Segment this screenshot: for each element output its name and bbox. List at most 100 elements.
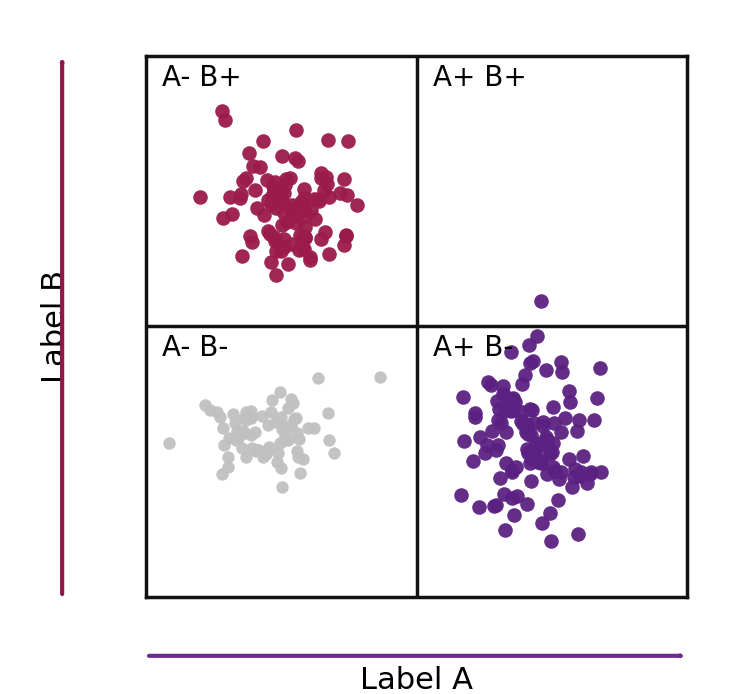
Point <box>275 411 287 422</box>
Point <box>499 525 510 536</box>
Point <box>584 468 596 480</box>
Point <box>545 536 557 547</box>
Point <box>268 181 279 192</box>
Point <box>526 404 537 415</box>
Point <box>493 404 505 415</box>
Point <box>529 446 540 457</box>
Point <box>531 437 542 448</box>
Point <box>261 174 273 185</box>
Point <box>528 356 539 367</box>
Point <box>232 433 243 444</box>
Point <box>224 191 236 202</box>
Text: A+ B-: A+ B- <box>433 335 513 362</box>
Point <box>499 391 511 402</box>
Point <box>499 489 510 500</box>
Point <box>341 230 352 242</box>
Point <box>282 403 294 414</box>
Point <box>252 444 264 455</box>
Point <box>525 475 537 486</box>
Point <box>497 389 509 400</box>
Point <box>262 226 274 237</box>
Point <box>240 173 251 184</box>
Point <box>282 258 294 269</box>
Point <box>498 380 510 391</box>
Point <box>510 396 521 407</box>
Point <box>501 402 513 413</box>
Point <box>342 135 354 146</box>
Point <box>250 446 262 457</box>
Point <box>292 451 303 462</box>
Point <box>490 500 501 511</box>
Point <box>276 219 288 230</box>
Point <box>315 168 327 179</box>
Point <box>285 420 297 431</box>
Point <box>572 529 584 540</box>
Point <box>274 437 286 448</box>
Point <box>545 449 556 460</box>
Point <box>275 246 287 257</box>
Point <box>469 407 480 418</box>
Point <box>510 462 521 473</box>
Point <box>469 412 481 423</box>
Point <box>334 187 346 198</box>
Point <box>315 234 327 245</box>
Point <box>563 454 575 465</box>
Point <box>540 431 552 442</box>
Point <box>289 211 301 222</box>
Point <box>249 185 261 196</box>
Point <box>352 199 363 210</box>
Point <box>492 440 504 451</box>
Point <box>254 161 266 172</box>
Point <box>574 471 586 482</box>
Point <box>292 445 303 456</box>
Point <box>257 451 269 462</box>
Point <box>523 447 534 458</box>
Point <box>288 413 300 424</box>
Point <box>279 187 290 198</box>
Point <box>270 416 281 428</box>
Point <box>295 199 306 210</box>
Point <box>527 447 539 458</box>
Point <box>211 407 223 418</box>
Point <box>298 244 310 255</box>
Point <box>267 191 279 202</box>
Point <box>270 192 281 203</box>
Point <box>525 457 537 468</box>
Point <box>284 173 295 184</box>
Point <box>529 450 541 461</box>
Point <box>271 456 283 467</box>
Point <box>279 180 290 191</box>
Point <box>269 176 281 187</box>
Point <box>564 396 576 407</box>
Point <box>314 196 325 207</box>
Point <box>319 227 331 238</box>
Point <box>299 232 311 244</box>
Point <box>548 401 559 412</box>
Point <box>458 391 469 403</box>
Point <box>312 194 324 205</box>
Point <box>248 161 260 172</box>
Point <box>523 428 534 439</box>
Point <box>507 493 518 504</box>
Point <box>275 386 287 397</box>
Point <box>275 462 287 473</box>
Point <box>577 450 589 461</box>
Point <box>238 425 249 437</box>
Point <box>338 174 349 185</box>
Point <box>546 446 558 457</box>
Point <box>535 296 547 307</box>
Point <box>219 115 231 126</box>
Point <box>558 413 570 424</box>
Point <box>229 418 240 429</box>
Point <box>214 412 226 423</box>
Point <box>289 217 301 228</box>
Point <box>236 442 248 453</box>
Point <box>496 417 507 428</box>
Point <box>591 393 603 404</box>
Point <box>232 426 243 437</box>
Point <box>519 370 531 381</box>
Point <box>194 192 206 203</box>
Point <box>515 416 527 427</box>
Point <box>292 155 304 167</box>
Point <box>505 346 517 357</box>
